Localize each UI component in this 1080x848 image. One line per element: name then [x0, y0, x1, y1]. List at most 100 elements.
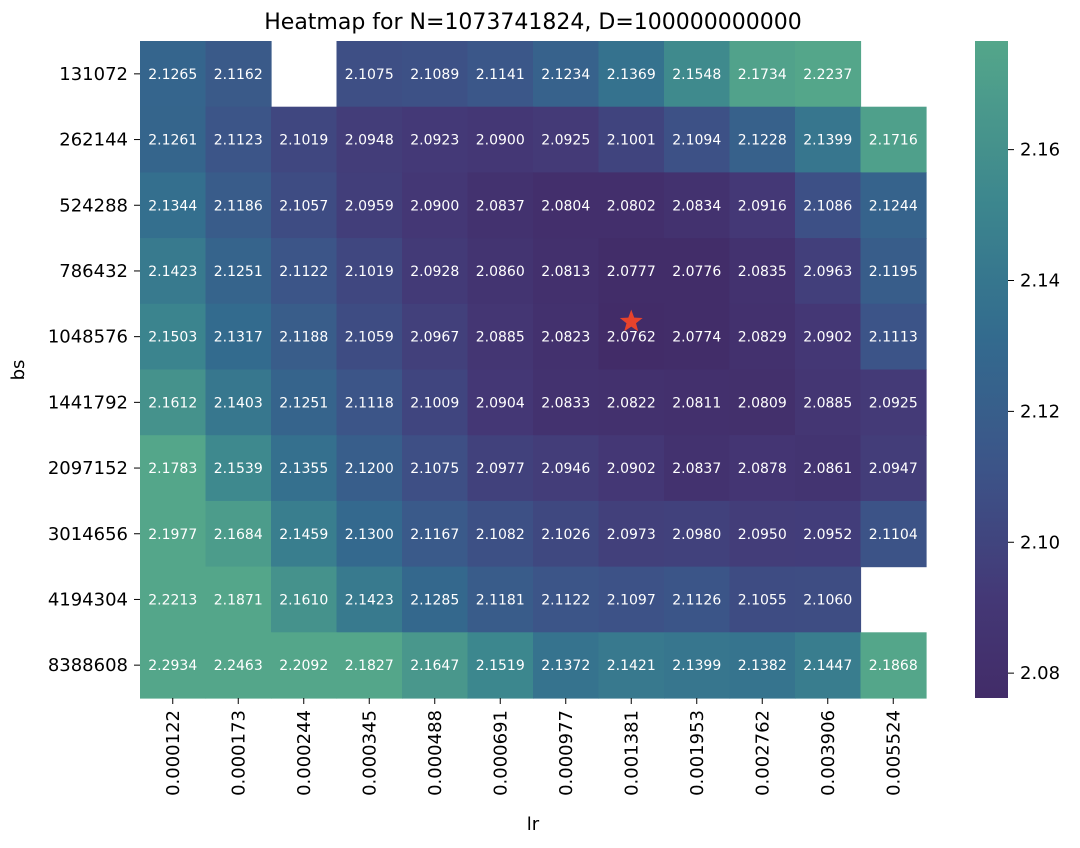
heatmap-cell: [467, 106, 534, 173]
cell-value-label: 2.1871: [214, 592, 263, 608]
heatmap-cell: [336, 435, 403, 502]
cell-value-label: 2.1200: [345, 461, 394, 477]
cell-value-label: 2.0928: [410, 264, 459, 280]
heatmap-cell: [336, 566, 403, 633]
heatmap-cell: [402, 172, 469, 239]
heatmap-cell: [664, 500, 731, 568]
cell-value-label: 2.1141: [476, 67, 525, 83]
cell-value-label: 2.1059: [345, 330, 394, 346]
cell-value-label: 2.0902: [607, 461, 656, 477]
heatmap-cell: [336, 500, 403, 568]
heatmap-cell: [140, 566, 207, 633]
cell-value-label: 2.1089: [410, 67, 459, 83]
heatmap-cell: [271, 566, 338, 633]
heatmap-cell: [664, 41, 731, 108]
colorbar-tick-label: 2.16: [1020, 140, 1060, 161]
heatmap-cell: [598, 238, 665, 305]
cell-value-label: 2.0925: [541, 133, 590, 149]
x-tick-label: 0.000173: [228, 710, 249, 796]
heatmap-cell: [729, 172, 796, 239]
heatmap-cell: [271, 435, 338, 502]
heatmap-cell: [533, 369, 600, 436]
heatmap-cell: [140, 106, 207, 173]
y-tick-label: 4194304: [48, 589, 128, 610]
heatmap-cell: [402, 566, 469, 633]
heatmap-cell: [467, 238, 534, 305]
cell-value-label: 2.1355: [279, 461, 328, 477]
cell-value-label: 2.1684: [214, 527, 263, 543]
y-tick-label: 1441792: [48, 392, 128, 413]
x-tick-label: 0.000122: [163, 710, 184, 796]
heatmap-cell: [598, 566, 665, 633]
cell-value-label: 2.0804: [541, 198, 590, 214]
cell-value-label: 2.0762: [607, 330, 656, 346]
heatmap-cell: [271, 500, 338, 568]
heatmap-cell: [402, 369, 469, 436]
cell-value-label: 2.1344: [148, 198, 197, 214]
cell-value-label: 2.1519: [476, 658, 525, 674]
heatmap-cell: [205, 41, 272, 108]
heatmap-cell: [271, 238, 338, 305]
heatmap-cell: [140, 435, 207, 502]
heatmap-cell: [598, 172, 665, 239]
cell-value-label: 2.1126: [672, 592, 721, 608]
heatmap-cell: [533, 303, 600, 371]
y-axis-label: bs: [8, 360, 29, 381]
heatmap-cell: [205, 632, 272, 699]
heatmap-cell: [598, 632, 665, 699]
cell-value-label: 2.0923: [410, 133, 459, 149]
heatmap-cell: [336, 238, 403, 305]
cell-value-label: 2.1234: [541, 67, 590, 83]
cell-value-label: 2.1181: [476, 592, 525, 608]
cell-value-label: 2.1647: [410, 658, 459, 674]
x-axis-label: lr: [527, 814, 540, 835]
cell-value-label: 2.0900: [410, 198, 459, 214]
heatmap-cell: [467, 632, 534, 699]
heatmap-cell: [336, 303, 403, 371]
heatmap-cell: [598, 106, 665, 173]
colorbar-tick-label: 2.14: [1020, 271, 1060, 292]
heatmap-cell: [664, 106, 731, 173]
y-tick-labels: 131072 262144 524288 786432 1048576 1441792 20…: [48, 64, 140, 676]
x-tick-label: 0.000691: [490, 710, 511, 796]
cell-value-label: 2.1026: [541, 527, 590, 543]
cell-value-label: 2.1001: [607, 133, 656, 149]
heatmap-cell: [664, 435, 731, 502]
heatmap-cell: [795, 238, 862, 305]
heatmap-cell: [533, 172, 600, 239]
cell-value-label: 2.0777: [607, 264, 656, 280]
cell-value-label: 2.0980: [672, 527, 721, 543]
cell-value-label: 2.1019: [345, 264, 394, 280]
cell-value-label: 2.0973: [607, 527, 656, 543]
heatmap-cell: [664, 632, 731, 699]
cell-value-label: 2.1123: [214, 133, 263, 149]
cell-value-label: 2.0809: [738, 395, 787, 411]
heatmap-cell: [336, 632, 403, 699]
heatmap-cell: [860, 632, 927, 699]
heatmap-cell: [205, 369, 272, 436]
heatmap-cell: [205, 106, 272, 173]
colorbar: 2.08 2.10 2.12 2.14 2.16: [975, 41, 1060, 698]
x-tick-label: 0.000244: [294, 710, 315, 796]
cell-value-label: 2.1082: [476, 527, 525, 543]
cell-value-label: 2.0860: [476, 264, 525, 280]
cell-value-label: 2.0813: [541, 264, 590, 280]
cell-value-label: 2.0925: [869, 395, 918, 411]
cell-value-label: 2.0837: [672, 461, 721, 477]
cell-value-label: 2.1716: [869, 133, 918, 149]
heatmap-cell: [729, 303, 796, 371]
cell-value-label: 2.1369: [607, 67, 656, 83]
heatmap-cell: [402, 435, 469, 502]
cell-value-label: 2.1868: [869, 658, 918, 674]
heatmap-cell: [795, 369, 862, 436]
cell-value-label: 2.1382: [738, 658, 787, 674]
y-tick-label: 8388608: [48, 655, 128, 676]
heatmap-cell: [467, 303, 534, 371]
cell-value-label: 2.0822: [607, 395, 656, 411]
cell-value-label: 2.1122: [279, 264, 328, 280]
heatmap-cell: [205, 172, 272, 239]
cell-value-label: 2.0834: [672, 198, 721, 214]
cell-value-label: 2.1977: [148, 527, 197, 543]
cell-value-label: 2.0833: [541, 395, 590, 411]
cell-value-label: 2.1057: [279, 198, 328, 214]
